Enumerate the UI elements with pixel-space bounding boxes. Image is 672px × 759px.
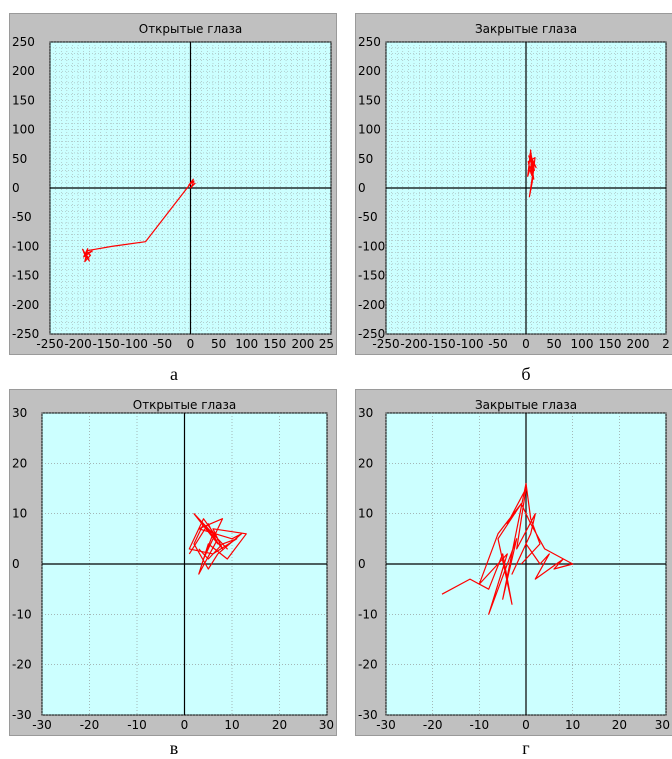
x-tick-label: 0	[181, 718, 189, 732]
x-tick-label: -50	[153, 337, 173, 351]
y-tick-label: 0	[12, 181, 20, 195]
x-tick-label: 0	[522, 337, 530, 351]
x-tick-label: -150	[93, 337, 120, 351]
chart-panel-c: Открытые глаза 30 20 10 0 -10 -20 -30 -30 -20 -10 0…	[9, 389, 337, 736]
caption-a: а	[170, 364, 178, 384]
y-tick-label: -150	[358, 269, 385, 283]
x-tick-label: -200	[400, 337, 427, 351]
caption-d: г	[522, 738, 530, 758]
y-tick-label: 0	[358, 557, 366, 571]
x-tick-label: 50	[211, 337, 226, 351]
chart-b-title: Закрытые глаза	[475, 22, 577, 36]
y-tick-label: 0	[12, 557, 20, 571]
x-tick-label: 200	[291, 337, 314, 351]
y-tick-label: 100	[358, 123, 381, 137]
x-tick-label: 2	[662, 337, 670, 351]
x-tick-label: -100	[456, 337, 483, 351]
y-tick-label: 150	[358, 93, 381, 107]
y-tick-label: -50	[12, 210, 32, 224]
y-tick-label: -20	[358, 658, 378, 672]
x-tick-label: 20	[272, 718, 287, 732]
y-tick-label: 10	[12, 507, 27, 521]
caption-c: в	[169, 738, 179, 758]
chart-a-title: Открытые глаза	[139, 22, 243, 36]
x-tick-label: -30	[32, 718, 52, 732]
x-tick-label: -20	[423, 718, 443, 732]
x-tick-label: 10	[224, 718, 239, 732]
caption-b: б	[521, 364, 531, 384]
x-tick-label: -250	[36, 337, 63, 351]
y-tick-label: -250	[12, 327, 39, 341]
y-tick-label: 30	[358, 406, 373, 420]
chart-panel-d: Закрытые глаза 30 20 10 0 -10 -20 -30 -30 -20 -10 0…	[355, 389, 672, 736]
x-tick-label: 150	[599, 337, 622, 351]
x-tick-label: -50	[488, 337, 508, 351]
chart-a-trace	[81, 178, 196, 263]
y-tick-label: -100	[12, 239, 39, 253]
x-tick-label: -200	[64, 337, 91, 351]
chart-c: Открытые глаза 30 20 10 0 -10 -20 -30-30 -20 -10 0…	[12, 398, 334, 732]
y-tick-label: -150	[12, 269, 39, 283]
y-tick-label: -30	[358, 708, 378, 722]
y-tick-label: -10	[12, 607, 32, 621]
x-tick-label: 30	[655, 718, 670, 732]
x-tick-label: -20	[80, 718, 100, 732]
chart-c-title: Открытые глаза	[133, 398, 237, 412]
y-tick-label: 150	[12, 93, 35, 107]
y-tick-label: -30	[12, 708, 32, 722]
y-tick-label: 20	[358, 456, 373, 470]
x-tick-label: 50	[546, 337, 561, 351]
chart-a: Открытые глаза250200150100500-50-100-150…	[12, 22, 334, 351]
y-tick-label: -200	[12, 298, 39, 312]
chart-b: Закрытые глаза250200150100500-50-100-150…	[358, 22, 670, 351]
y-tick-label: -100	[358, 239, 385, 253]
y-tick-label: 20	[12, 456, 27, 470]
y-tick-label: 50	[12, 152, 27, 166]
y-tick-label: 30	[12, 406, 27, 420]
chart-d-title: Закрытые глаза	[475, 398, 577, 412]
chart-d: Закрытые глаза 30 20 10 0 -10 -20 -30-30 -20 -10 0…	[358, 398, 670, 732]
x-tick-label: 0	[187, 337, 195, 351]
x-tick-label: 25	[319, 337, 334, 351]
y-tick-label: 0	[358, 181, 366, 195]
y-tick-label: 50	[358, 152, 373, 166]
x-tick-label: 100	[571, 337, 594, 351]
x-tick-label: 150	[263, 337, 286, 351]
y-tick-label: 250	[12, 35, 35, 49]
y-tick-label: 10	[358, 507, 373, 521]
y-tick-label: 250	[358, 35, 381, 49]
y-tick-label: 200	[358, 64, 381, 78]
x-tick-label: -150	[428, 337, 455, 351]
x-tick-label: -10	[127, 718, 147, 732]
y-tick-label: -50	[358, 210, 378, 224]
y-tick-label: -250	[358, 327, 385, 341]
chart-d-trace	[441, 482, 574, 615]
x-tick-label: 200	[627, 337, 650, 351]
x-tick-label: -250	[372, 337, 399, 351]
y-tick-label: 200	[12, 64, 35, 78]
y-tick-label: -10	[358, 607, 378, 621]
chart-panel-b: Закрытые глаза 250 200 150 100 50 0 -50 -100 -150…	[355, 13, 672, 355]
x-tick-label: 0	[522, 718, 530, 732]
y-tick-label: -200	[358, 298, 385, 312]
x-tick-label: -100	[121, 337, 148, 351]
x-tick-label: -30	[376, 718, 396, 732]
y-tick-label: -20	[12, 658, 32, 672]
x-tick-label: 30	[319, 718, 334, 732]
x-tick-label: 20	[612, 718, 627, 732]
chart-panel-a: Открытые глаза 250 200 150 100 50 0 -50 -100 -150…	[9, 13, 337, 355]
x-tick-label: -10	[470, 718, 490, 732]
y-tick-label: 100	[12, 123, 35, 137]
x-tick-label: 100	[235, 337, 258, 351]
chart-b-trace	[527, 149, 537, 198]
chart-c-trace	[188, 513, 247, 575]
x-tick-label: 10	[565, 718, 580, 732]
